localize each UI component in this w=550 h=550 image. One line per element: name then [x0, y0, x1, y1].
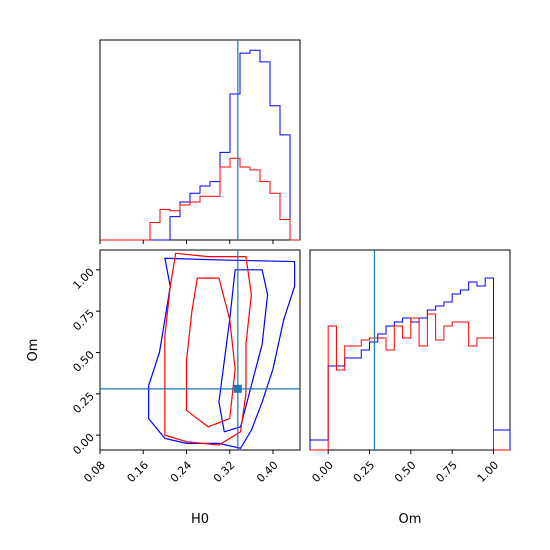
h0-tick-label: 0.24 [168, 459, 195, 486]
om-tick-label: 0.00 [70, 431, 97, 458]
blue-histogram-series [309, 277, 511, 450]
om-histogram-frame [309, 249, 511, 451]
red-inner-contour [185, 277, 236, 428]
om-tick-label: 0.50 [70, 348, 97, 375]
h0-tick-label: 0.40 [254, 459, 281, 486]
h0-histogram-panel [99, 39, 301, 244]
h0-histogram-series [100, 49, 300, 241]
contour-x-ticks: 0.08 0.16 0.24 0.32 0.40 [81, 450, 281, 486]
truth-marker [233, 384, 242, 393]
h0-histogram-frame [99, 39, 301, 241]
h0-tick-label: 0.16 [125, 459, 152, 486]
om-tick-label: 1.00 [70, 266, 97, 293]
om-histogram-tick-label: 1.00 [475, 459, 502, 486]
h0-tick-label: 0.32 [211, 459, 238, 486]
om-histogram-tick-label: 0.25 [351, 459, 378, 486]
blue-outer-contour [148, 257, 296, 449]
red-histogram-series [100, 157, 300, 241]
contour-series [148, 252, 296, 449]
red-outer-contour [164, 252, 252, 446]
om-histogram-panel: 0.00 0.25 0.50 0.75 1.00 Om [309, 249, 511, 527]
red-histogram-series [310, 313, 510, 451]
om-tick-label: 0.25 [70, 390, 97, 417]
contour-y-ticks: 0.00 0.25 0.50 0.75 1.00 [70, 266, 100, 458]
h0-axis-label: H0 [191, 512, 209, 527]
om-tick-label: 0.75 [70, 307, 97, 334]
om-histogram-series [309, 277, 511, 451]
om-histogram-tick-label: 0.50 [392, 459, 419, 486]
h0-tick-label: 0.08 [81, 459, 108, 486]
om-histogram-tick-label: 0.75 [433, 459, 460, 486]
blue-histogram-series [100, 49, 300, 241]
h0-histogram-ticks [99, 240, 274, 244]
om-histogram-ticks: 0.00 0.25 0.50 0.75 1.00 [309, 450, 501, 485]
blue-inner-contour [218, 269, 269, 433]
om-x-axis-label: Om [399, 512, 422, 527]
contour-frame [99, 249, 301, 451]
om-axis-label: Om [26, 339, 41, 362]
om-histogram-tick-label: 0.00 [309, 459, 336, 486]
contour-panel: 0.08 0.16 0.24 0.32 0.40 0.00 0.25 0.50 0.75 1.0… [26, 249, 301, 527]
